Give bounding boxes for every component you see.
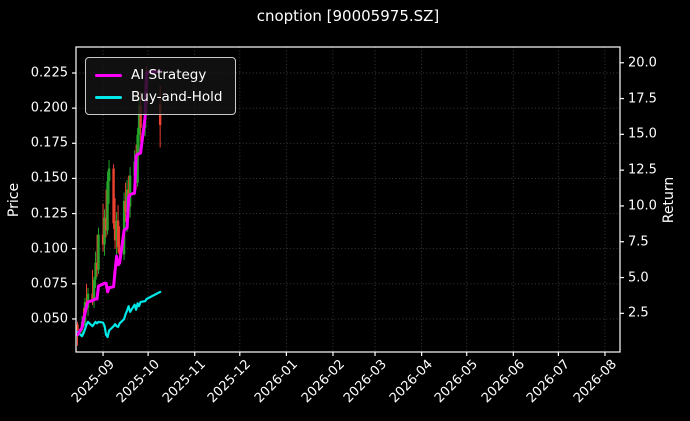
price-tick-label: 0.175 xyxy=(30,135,68,151)
candle-body xyxy=(92,279,96,300)
candle-body xyxy=(128,175,132,207)
buy-and-hold-line-swatch xyxy=(95,95,122,99)
candle-body xyxy=(107,168,111,182)
candle-body xyxy=(76,324,79,331)
candle-body xyxy=(136,134,139,183)
price-tick-label: 0.225 xyxy=(30,65,68,81)
return-tick-label: 10.0 xyxy=(628,198,657,214)
candle-body xyxy=(139,105,142,128)
return-tick-label: 2.5 xyxy=(628,305,649,321)
candle-body xyxy=(94,262,97,280)
return-tick-label: 20.0 xyxy=(628,55,657,71)
legend-label: AI Strategy xyxy=(131,67,207,83)
candle-body xyxy=(103,217,106,245)
ai-strategy-line xyxy=(76,69,162,337)
candle-body xyxy=(122,200,126,255)
return-tick-label: 17.5 xyxy=(628,91,657,107)
legend-label: Buy-and-Hold xyxy=(131,89,223,105)
candle-body xyxy=(112,168,115,224)
candle-body xyxy=(124,200,127,213)
ai-strategy-line-swatch xyxy=(95,73,122,77)
candle-body xyxy=(95,262,99,270)
candle-body xyxy=(101,234,105,245)
return-tick-label: 12.5 xyxy=(628,162,657,178)
chart-title: cnoption [90005975.SZ] xyxy=(256,7,440,25)
legend-item-buy-and-hold: Buy-and-Hold xyxy=(95,86,222,108)
price-tick-label: 0.050 xyxy=(30,311,68,327)
return-tick-label: 5.0 xyxy=(628,270,649,286)
price-tick-label: 0.100 xyxy=(30,241,68,257)
legend: AI Strategy Buy-and-Hold xyxy=(85,57,237,115)
legend-item-ai-strategy: AI Strategy xyxy=(95,64,222,86)
candle-body xyxy=(97,234,100,270)
candle-body xyxy=(115,220,118,241)
return-tick-label: 15.0 xyxy=(628,126,657,142)
candle-body xyxy=(137,105,141,135)
price-tick-label: 0.125 xyxy=(30,206,68,222)
price-tick-label: 0.200 xyxy=(30,100,68,116)
plot-border xyxy=(75,46,621,353)
candle-body xyxy=(116,220,120,248)
price-tick-label: 0.150 xyxy=(30,170,68,186)
buy-and-hold-line xyxy=(76,290,162,339)
price-tick-label: 0.075 xyxy=(30,276,68,292)
candle-body xyxy=(113,223,117,241)
candle-body xyxy=(104,217,108,231)
return-tick-label: 7.5 xyxy=(628,234,649,250)
candle-body xyxy=(106,181,109,231)
candle-body xyxy=(91,293,94,300)
candle-body xyxy=(118,247,121,255)
y-axis-label-right: Return xyxy=(661,176,677,224)
